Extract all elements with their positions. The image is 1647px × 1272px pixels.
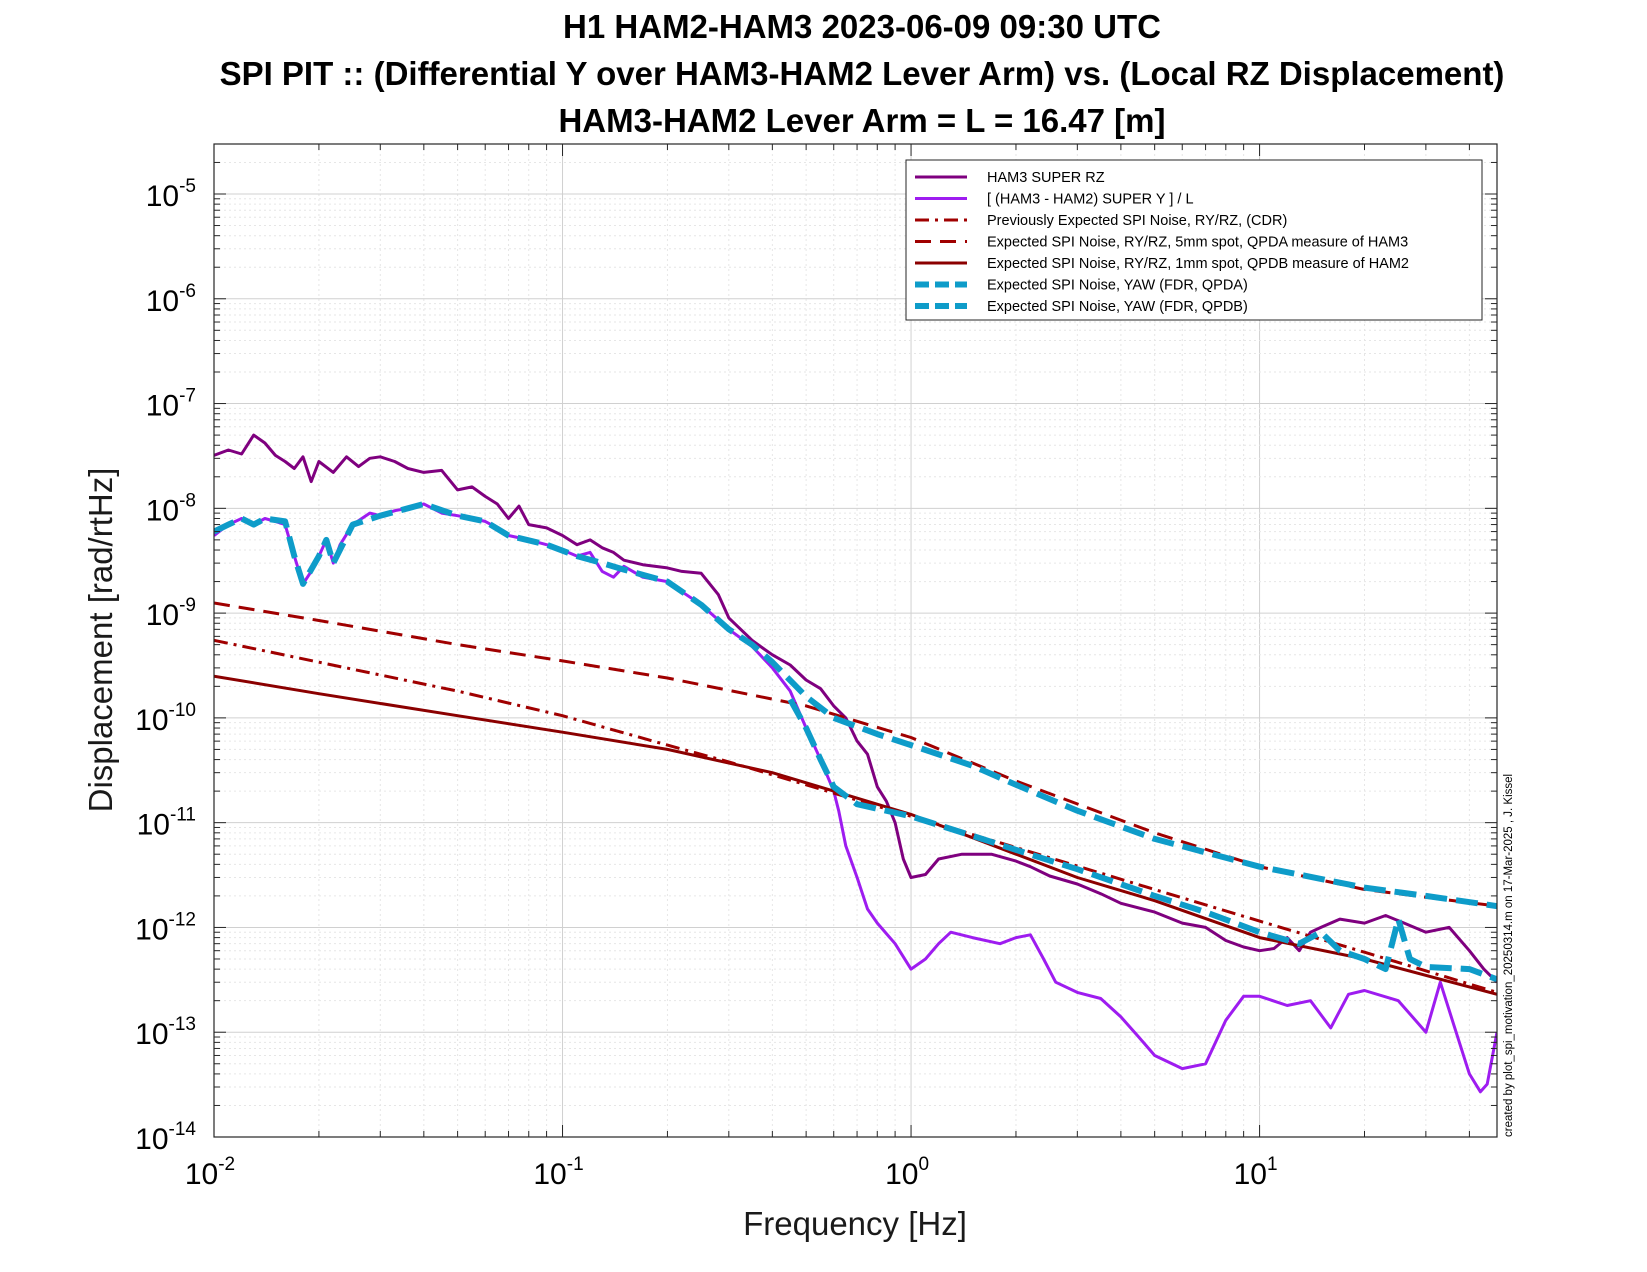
legend-label-0: HAM3 SUPER RZ bbox=[987, 170, 1105, 186]
y-tick-label: 10-11 bbox=[137, 805, 196, 842]
series-line-4 bbox=[214, 674, 1497, 996]
x-tick-label: 101 bbox=[1234, 1154, 1278, 1191]
series-line-6 bbox=[787, 697, 1497, 983]
legend-box bbox=[905, 159, 1483, 321]
y-tick-label: 10-9 bbox=[146, 595, 196, 632]
legend: HAM3 SUPER RZ [ (HAM3 - HAM2) SUPER Y ] /… bbox=[905, 159, 1483, 321]
title-line-2: SPI PIT :: (Differential Y over HAM3-HAM… bbox=[220, 55, 1505, 92]
y-tick-label: 10-6 bbox=[146, 281, 196, 318]
x-axis-label: Frequency [Hz] bbox=[743, 1205, 967, 1242]
y-tick-label: 10-10 bbox=[135, 700, 196, 737]
legend-label-1: [ (HAM3 - HAM2) SUPER Y ] / L bbox=[987, 192, 1194, 208]
series-line-2 bbox=[214, 638, 1497, 994]
title-line-3: HAM3-HAM2 Lever Arm = L = 16.47 [m] bbox=[558, 102, 1165, 139]
credit-annotation: created by plot_spi_motivation_20250314.… bbox=[1503, 774, 1515, 1137]
x-tick-label: 10-1 bbox=[533, 1154, 583, 1191]
series-group bbox=[214, 433, 1497, 1094]
series-line-0 bbox=[214, 433, 1497, 984]
y-tick-label: 10-8 bbox=[146, 490, 196, 527]
legend-label-3: Expected SPI Noise, RY/RZ, 5mm spot, QPD… bbox=[987, 235, 1408, 251]
legend-label-6: Expected SPI Noise, YAW (FDR, QPDB) bbox=[987, 299, 1248, 315]
legend-label-5: Expected SPI Noise, YAW (FDR, QPDA) bbox=[987, 278, 1248, 294]
y-tick-labels: 10-14 10-13 10-12 10-11 10-10 10-9 10-8 10-7 10-… bbox=[135, 176, 196, 1156]
axis-ticks bbox=[213, 144, 1497, 1138]
y-axis-label: Displacement [rad/rtHz] bbox=[82, 468, 119, 813]
x-tick-labels: 10-2 10-1 100 101 bbox=[185, 1154, 1278, 1191]
y-tick-label: 10-12 bbox=[135, 909, 196, 946]
legend-label-2: Previously Expected SPI Noise, RY/RZ, (C… bbox=[987, 213, 1287, 229]
y-tick-label: 10-5 bbox=[146, 176, 196, 213]
x-tick-label: 10-2 bbox=[185, 1154, 235, 1191]
y-tick-label: 10-13 bbox=[135, 1014, 196, 1051]
title-line-1: H1 HAM2-HAM3 2023-06-09 09:30 UTC bbox=[563, 8, 1161, 45]
legend-label-4: Expected SPI Noise, RY/RZ, 1mm spot, QPD… bbox=[987, 256, 1409, 272]
x-tick-label: 100 bbox=[885, 1154, 929, 1191]
plot-frame bbox=[213, 143, 1498, 1138]
chart-title: H1 HAM2-HAM3 2023-06-09 09:30 UTC SPI PI… bbox=[220, 8, 1505, 139]
y-tick-label: 10-7 bbox=[146, 386, 196, 423]
y-tick-label: 10-14 bbox=[135, 1119, 196, 1156]
series-line-5 bbox=[214, 501, 1497, 910]
